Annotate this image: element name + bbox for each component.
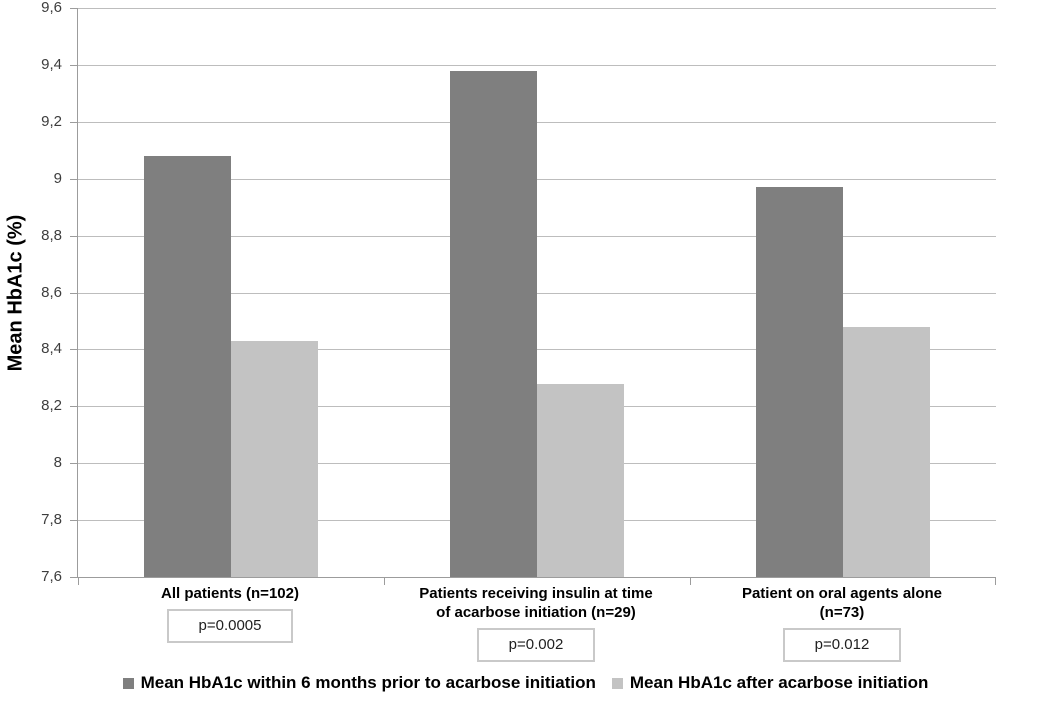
category-label-line: (n=73) — [819, 604, 865, 621]
p-value-box: p=0.002 — [476, 628, 596, 662]
category-label: Patients receiving insulin at time of aca… — [419, 584, 652, 622]
y-tick-mark — [70, 178, 77, 180]
category-cell: Patients receiving insulin at time of aca… — [383, 584, 689, 662]
x-tick-mark — [78, 578, 79, 585]
x-tick-mark — [383, 578, 385, 585]
category-label: All patients (n=102) — [161, 584, 299, 603]
gridline — [78, 121, 996, 123]
x-tick-mark — [689, 578, 691, 585]
p-value-box: p=0.012 — [782, 628, 902, 662]
gridline — [78, 64, 996, 66]
y-tick-label: 8 — [53, 454, 62, 472]
y-tick-mark — [70, 64, 77, 66]
y-tick-mark — [70, 349, 77, 351]
bar-group — [384, 8, 690, 577]
legend-swatch-prior — [122, 677, 134, 689]
y-tick-label: 7,6 — [41, 568, 62, 585]
p-value-box: p=0.0005 — [166, 609, 294, 643]
y-tick-mark — [70, 121, 77, 123]
y-tick-mark — [70, 235, 77, 237]
bar-after — [842, 326, 930, 577]
y-tick-label: 7,8 — [41, 511, 62, 529]
legend-item-after: Mean HbA1c after acarbose initiation — [611, 673, 929, 693]
y-tick-label: 9,6 — [41, 0, 62, 16]
y-tick-mark — [70, 406, 77, 408]
category-label: Patient on oral agents alone (n=73) — [742, 584, 942, 622]
legend-label-prior: Mean HbA1c within 6 months prior to acar… — [140, 673, 596, 692]
gridline — [78, 178, 996, 180]
y-tick-mark — [70, 520, 77, 522]
y-tick-label: 8,6 — [41, 283, 62, 301]
category-label-line: Patient on oral agents alone — [741, 585, 942, 602]
gridline — [78, 8, 996, 9]
y-tick-mark — [70, 292, 77, 294]
category-label-line: of acarbose initiation (n=29) — [436, 604, 636, 621]
category-label-line: Patients receiving insulin at time — [419, 585, 653, 602]
legend: Mean HbA1c within 6 months prior to acar… — [0, 673, 1051, 693]
bar-after — [536, 383, 624, 577]
legend-label-after: Mean HbA1c after acarbose initiation — [629, 673, 929, 692]
legend-swatch-after — [611, 677, 623, 689]
category-label-line: All patients (n=102) — [161, 585, 299, 602]
y-tick-label: 8,4 — [41, 340, 62, 358]
y-tick-label: 9,4 — [41, 55, 62, 73]
y-tick-label: 8,2 — [41, 397, 62, 415]
plot-area — [77, 8, 996, 585]
bar-after — [230, 340, 318, 577]
legend-item-prior: Mean HbA1c within 6 months prior to acar… — [122, 673, 596, 693]
bar-prior — [143, 155, 231, 577]
gridline — [78, 349, 996, 351]
y-axis: 7,6 7,8 8 8,2 8,4 8,6 8,8 9 9,2 9,4 9,6 — [0, 0, 77, 585]
y-tick-label: 9 — [53, 169, 62, 187]
bar-group — [690, 8, 996, 577]
bar-prior — [755, 187, 843, 577]
x-axis: All patients (n=102) p=0.0005 Patients rec… — [77, 584, 995, 679]
x-tick-mark — [995, 578, 996, 585]
y-tick-label: 9,2 — [41, 112, 62, 130]
y-tick-mark — [70, 577, 77, 578]
category-cell: Patient on oral agents alone (n=73) p=0.01… — [689, 584, 995, 662]
y-tick-mark — [70, 8, 77, 9]
bar-group — [78, 8, 384, 577]
category-cell: All patients (n=102) p=0.0005 — [77, 584, 383, 643]
y-tick-label: 8,8 — [41, 226, 62, 244]
y-tick-mark — [70, 463, 77, 465]
gridline — [78, 292, 996, 294]
gridline — [78, 235, 996, 237]
bar-prior — [449, 70, 537, 577]
